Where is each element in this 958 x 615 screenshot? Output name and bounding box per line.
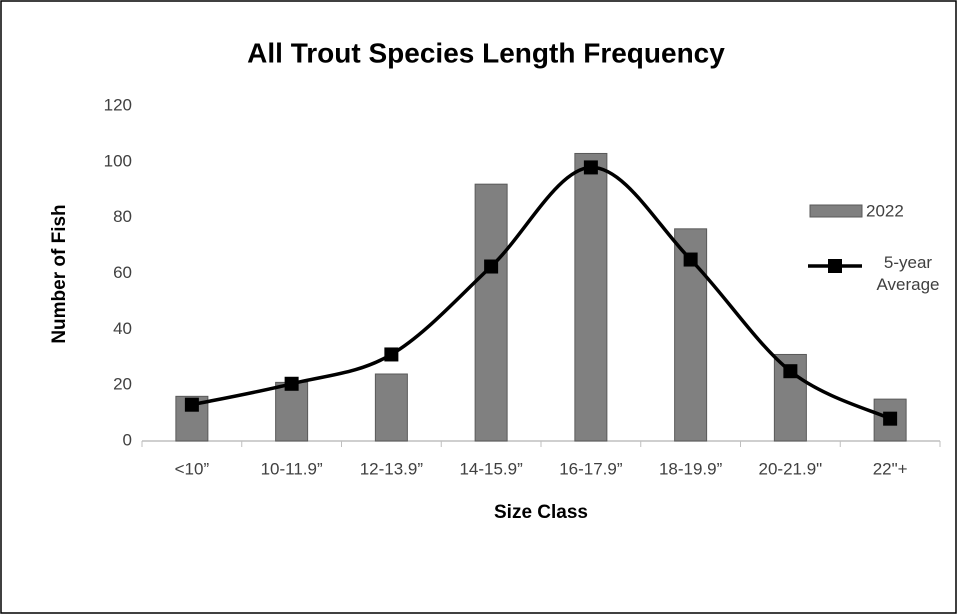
x-tick-label: 18-19.9”: [659, 459, 723, 478]
y-tick-label: 60: [113, 263, 132, 282]
marker: [883, 412, 897, 426]
chart: All Trout Species Length Frequency Size …: [0, 0, 958, 615]
y-tick-label: 120: [104, 95, 132, 114]
y-axis-title: Number of Fish: [49, 204, 70, 343]
x-axis-title: Size Class: [494, 502, 588, 523]
bar: [276, 382, 308, 441]
x-tick-label: 12-13.9”: [360, 459, 424, 478]
bar: [475, 184, 507, 441]
x-tick-label: 16-17.9”: [559, 459, 623, 478]
y-tick-label: 100: [104, 151, 132, 170]
marker: [384, 347, 398, 361]
chart-title: All Trout Species Length Frequency: [247, 37, 725, 68]
marker: [684, 253, 698, 267]
marker: [783, 364, 797, 378]
x-tick-label: 20-21.9": [759, 459, 823, 478]
y-tick-label: 40: [113, 319, 132, 338]
legend-swatch: [810, 205, 862, 217]
y-tick-label: 80: [113, 207, 132, 226]
legend-label: 5-year Average: [862, 252, 954, 296]
y-tick-label: 0: [123, 430, 132, 449]
bar: [575, 153, 607, 441]
x-tick-label: 14-15.9”: [459, 459, 523, 478]
marker: [484, 260, 498, 274]
legend-swatch: [828, 259, 842, 273]
x-tick-label: 10-11.9”: [261, 459, 323, 478]
x-tick-label: <10”: [175, 459, 210, 478]
marker: [584, 160, 598, 174]
y-tick-label: 20: [113, 375, 132, 394]
page: All Trout Species Length Frequency Size …: [0, 0, 958, 615]
x-tick-label: 22"+: [873, 459, 908, 478]
marker: [185, 398, 199, 412]
marker: [285, 377, 299, 391]
legend-label: 2022: [866, 201, 904, 220]
bar: [375, 374, 407, 441]
